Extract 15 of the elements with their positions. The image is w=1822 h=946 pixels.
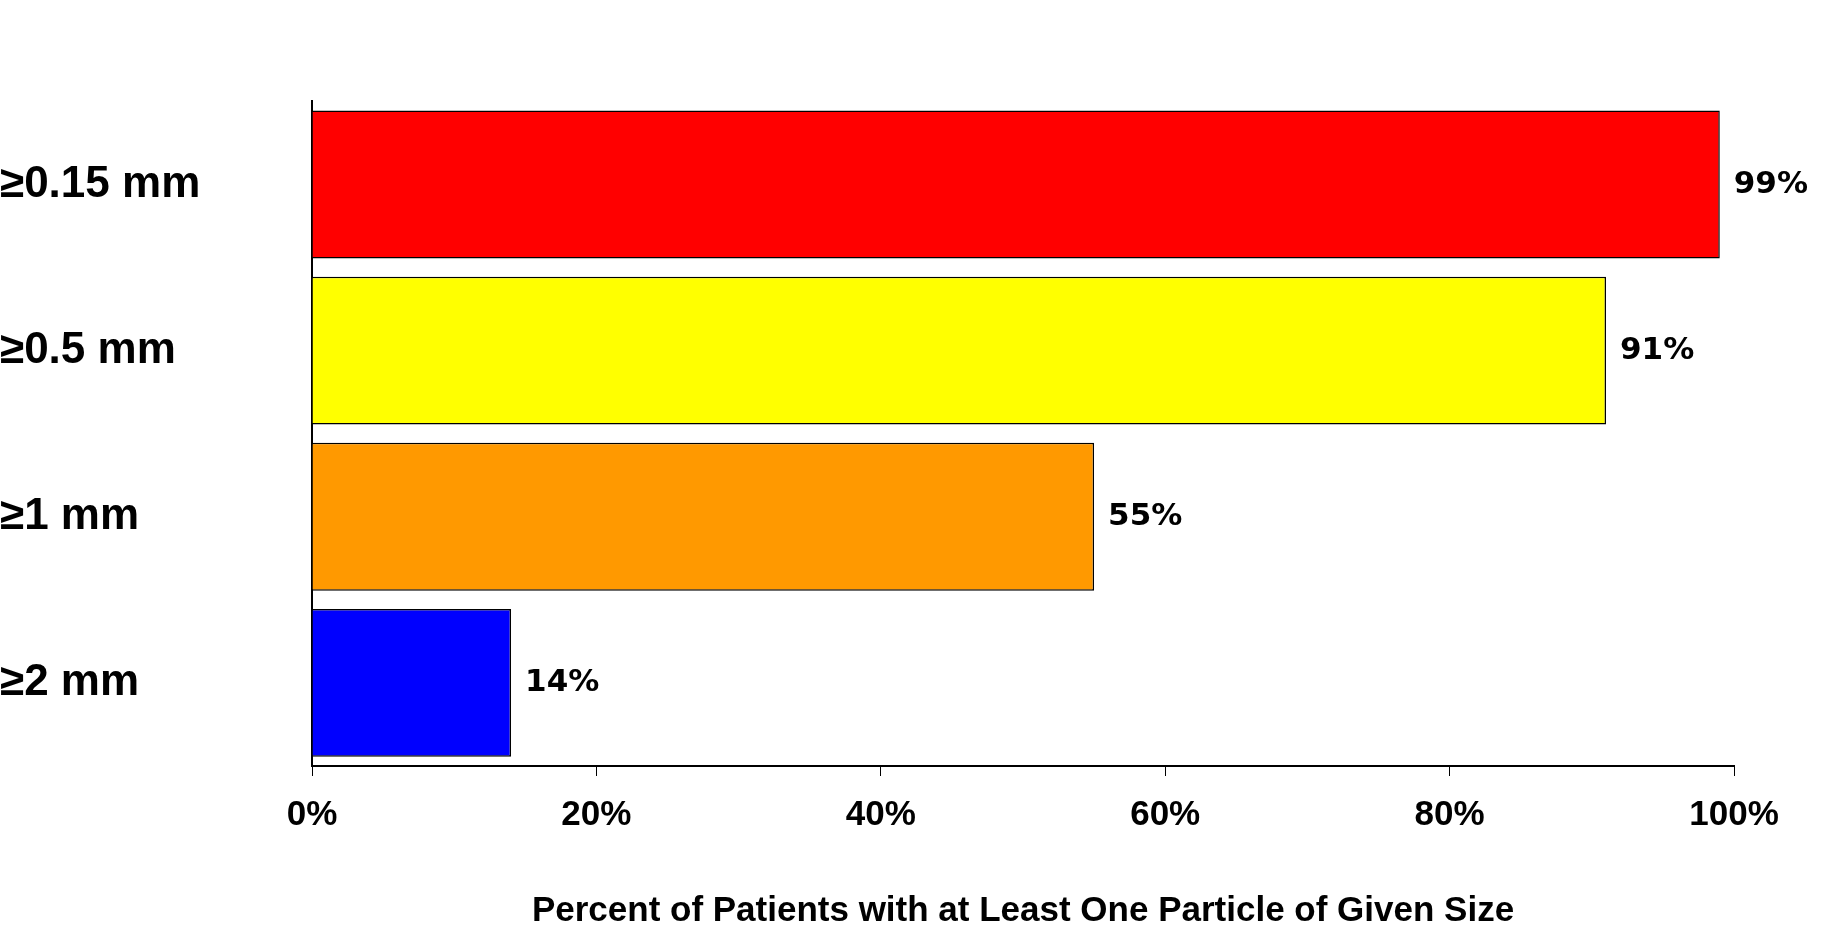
data-label: 55% — [1108, 495, 1183, 532]
y-tick-label: ≥1 mm — [0, 488, 140, 538]
x-tick-label: 80% — [1414, 792, 1485, 832]
y-tick-label: ≥0.5 mm — [0, 322, 176, 372]
y-tick-label: ≥2 mm — [0, 655, 140, 705]
y-tick-label: ≥0.15 mm — [0, 156, 201, 206]
x-tick-label: 0% — [286, 792, 338, 832]
data-label: 91% — [1620, 329, 1695, 366]
data-label: 14% — [525, 661, 600, 698]
x-tick-label: 40% — [845, 792, 916, 832]
x-tick-label: 100% — [1689, 792, 1779, 832]
x-tick-label: 60% — [1130, 792, 1201, 832]
x-axis-title: Percent of Patients with at Least One Particle of Given Size — [531, 888, 1515, 928]
x-tick-label: 20% — [561, 792, 632, 832]
data-label: 99% — [1733, 163, 1808, 200]
